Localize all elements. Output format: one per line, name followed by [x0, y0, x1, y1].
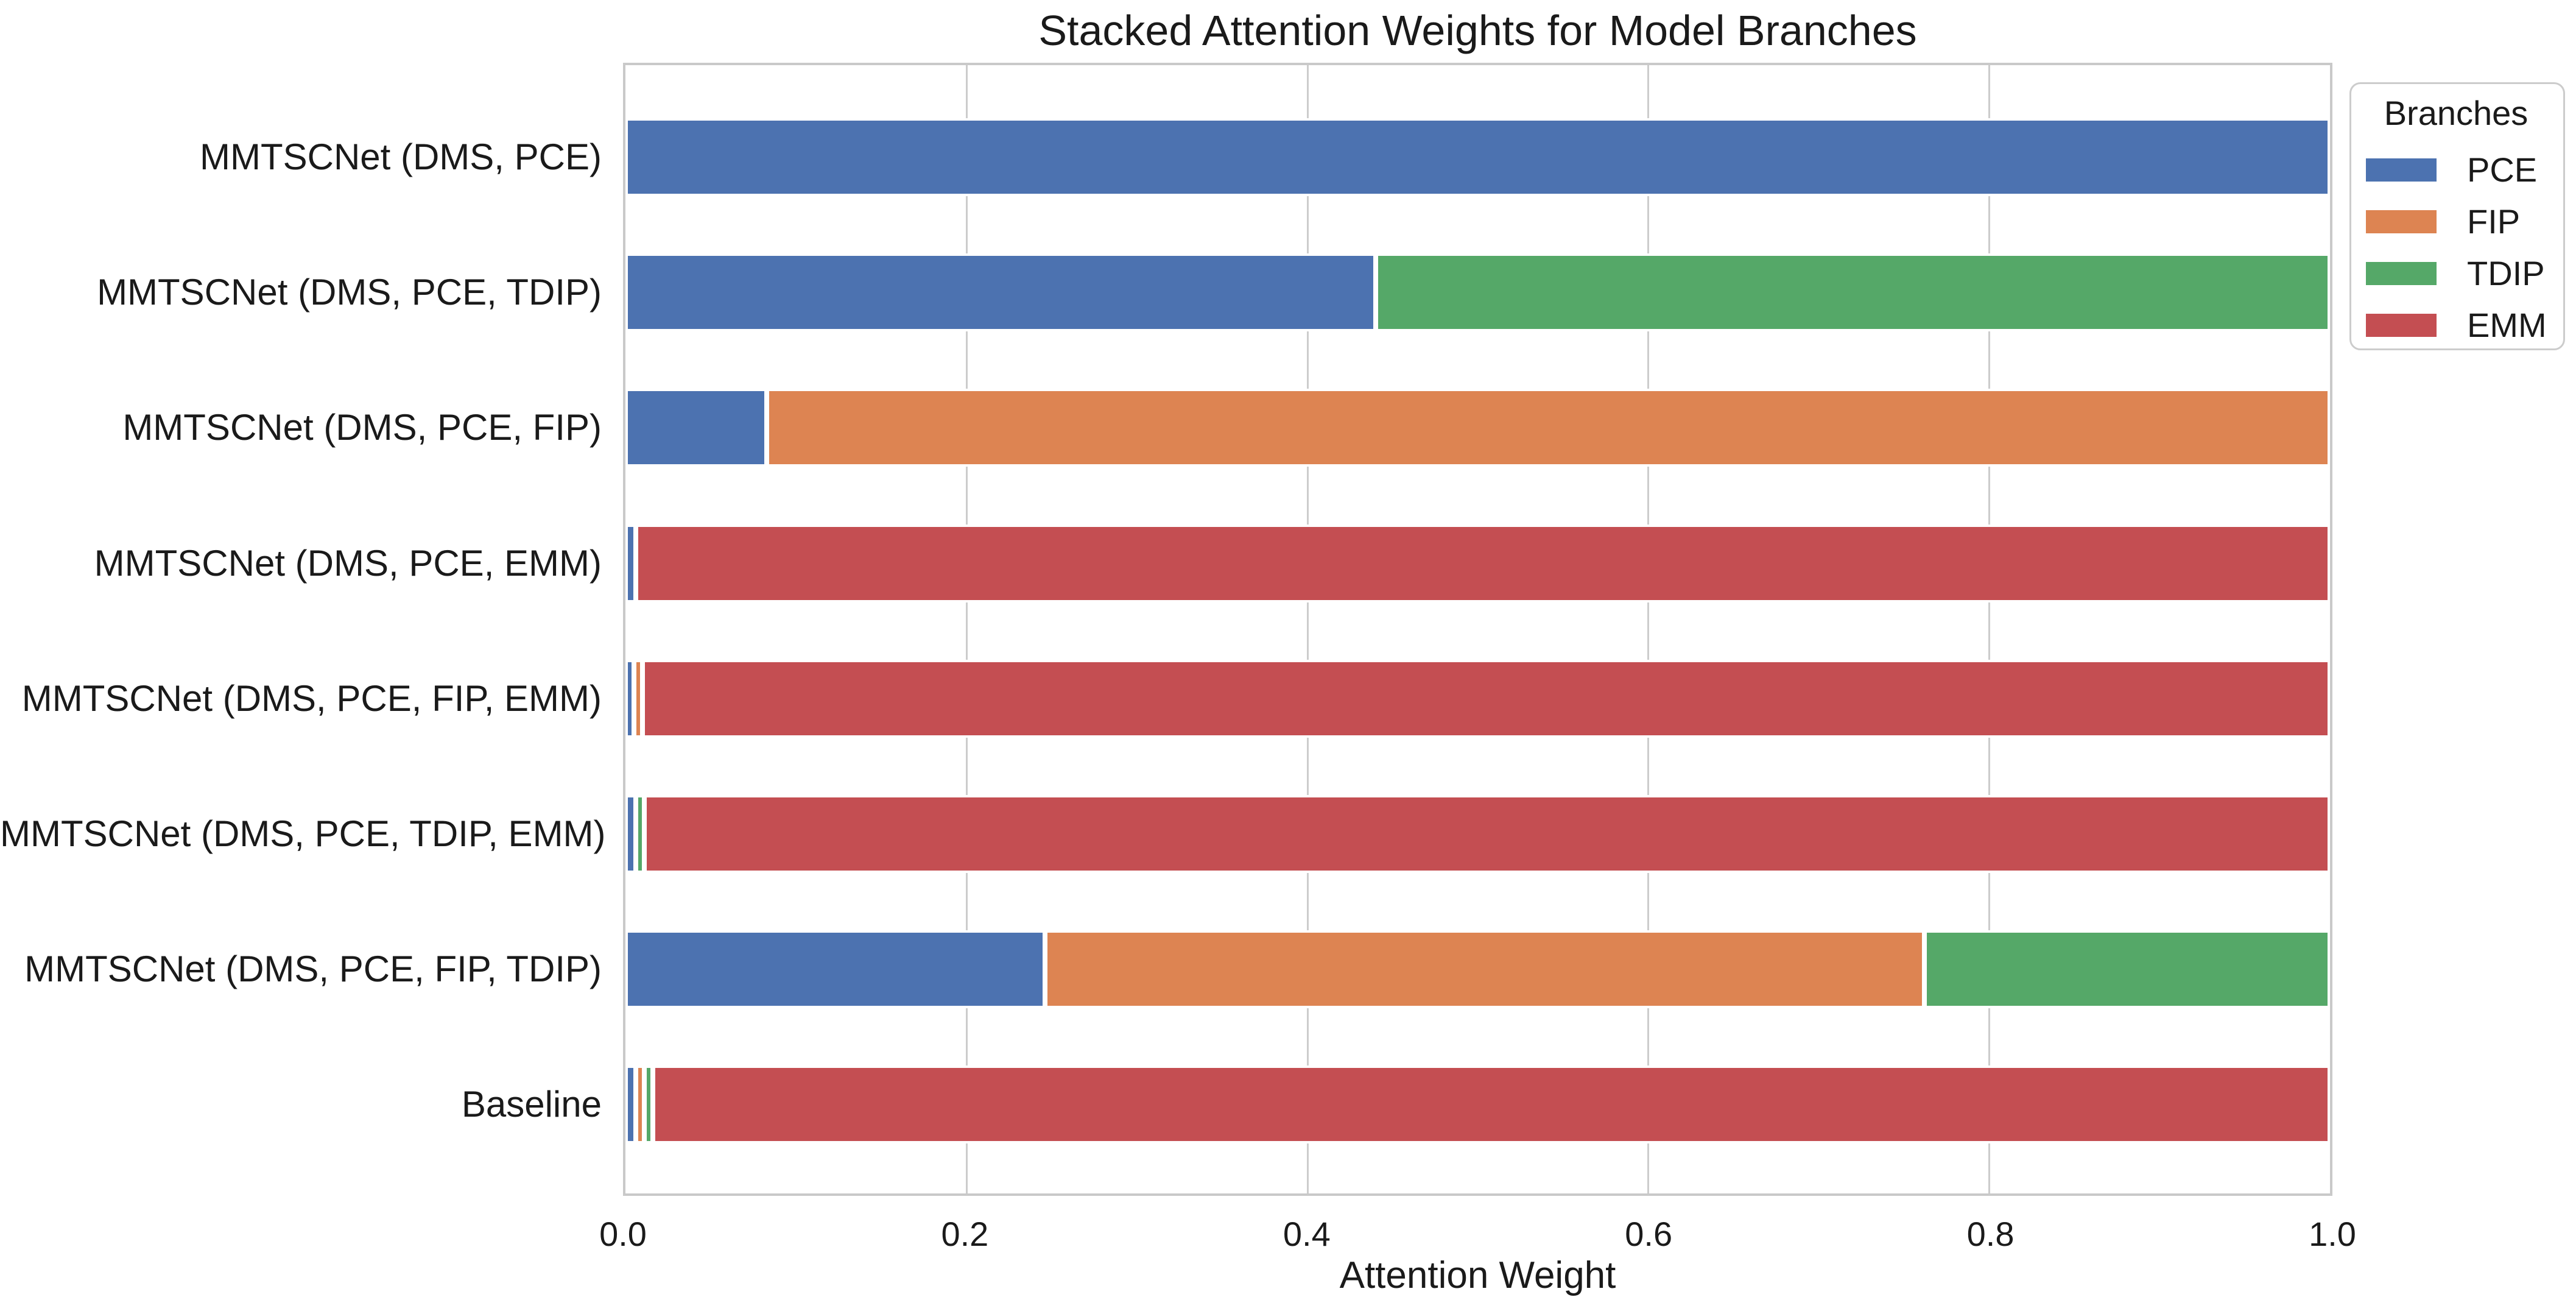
bar-row — [625, 253, 2330, 332]
bar-segment-pce — [625, 1065, 636, 1144]
plot-area — [623, 63, 2332, 1196]
bar-segment-fip — [1044, 930, 1924, 1009]
gridline — [1988, 65, 1991, 1193]
legend-label: FIP — [2467, 202, 2521, 241]
legend-items: PCE FIP TDIP EMM — [2366, 144, 2563, 351]
y-axis-label: MMTSCNet (DMS, PCE, TDIP) — [97, 272, 602, 313]
bar-segment-fip — [635, 1065, 644, 1144]
bar-segment-pce — [625, 930, 1045, 1009]
y-axis-label: MMTSCNet (DMS, PCE, FIP) — [122, 407, 602, 448]
bar-row — [625, 524, 2330, 602]
bar-segment-tdip — [644, 1065, 653, 1144]
bar-segment-pce — [625, 253, 1376, 332]
x-tick-label: 0.2 — [941, 1215, 989, 1253]
bar-segment-pce — [625, 659, 634, 738]
x-tick-label: 0.4 — [1283, 1215, 1331, 1253]
x-tick-label: 0.6 — [1625, 1215, 1673, 1253]
legend-swatch-pce — [2366, 158, 2437, 182]
bar-segment-tdip — [1375, 253, 2330, 332]
bar-row — [625, 659, 2330, 738]
legend-item: FIP — [2366, 196, 2563, 247]
bar-segment-emm — [635, 524, 2330, 602]
x-tick-label: 0.8 — [1966, 1215, 2015, 1253]
bar-segment-pce — [625, 524, 636, 602]
gridline — [1306, 65, 1309, 1193]
bar-segment-tdip — [635, 795, 644, 873]
bar-row — [625, 795, 2330, 873]
bar-segment-pce — [625, 795, 636, 873]
y-axis-label: Baseline — [461, 1084, 602, 1125]
bar-segment-emm — [642, 659, 2330, 738]
bar-row — [625, 118, 2330, 196]
legend-label: EMM — [2467, 306, 2547, 344]
y-axis-label: MMTSCNet (DMS, PCE, EMM) — [94, 542, 602, 584]
x-tick-label: 0.0 — [599, 1215, 647, 1253]
bar-segment-pce — [625, 118, 2330, 196]
legend-label: TDIP — [2467, 254, 2545, 292]
bar-segment-tdip — [1924, 930, 2330, 1009]
bar-segment-fip — [767, 389, 2330, 467]
y-axis-label: MMTSCNet (DMS, PCE) — [200, 136, 602, 177]
y-axis-label: MMTSCNet (DMS, PCE, FIP, EMM) — [21, 677, 602, 719]
y-axis-label: MMTSCNet (DMS, PCE, FIP, TDIP) — [24, 949, 602, 990]
legend-title: Branches — [2384, 94, 2528, 132]
bar-row — [625, 389, 2330, 467]
legend-swatch-tdip — [2366, 261, 2437, 285]
bar-row — [625, 1065, 2330, 1144]
legend-label: PCE — [2467, 150, 2538, 189]
legend: Branches PCE FIP TDIP EMM — [2349, 82, 2565, 350]
legend-swatch-fip — [2366, 210, 2437, 233]
gridline — [1647, 65, 1650, 1193]
legend-item: TDIP — [2366, 247, 2563, 299]
bar-segment-emm — [652, 1065, 2330, 1144]
x-axis-title: Attention Weight — [1339, 1254, 1616, 1296]
y-axis-label: MMTSCNet (DMS, PCE, TDIP, EMM) — [0, 813, 606, 854]
bar-row — [625, 930, 2330, 1009]
legend-item: PCE — [2366, 144, 2563, 196]
bar-segment-pce — [625, 389, 767, 467]
bar-segment-fip — [633, 659, 642, 738]
legend-item: EMM — [2366, 299, 2563, 351]
gridline — [965, 65, 968, 1193]
x-tick-label: 1.0 — [2309, 1215, 2356, 1253]
bar-segment-emm — [644, 795, 2330, 873]
legend-swatch-emm — [2366, 313, 2437, 337]
chart-title: Stacked Attention Weights for Model Bran… — [1038, 7, 1917, 54]
